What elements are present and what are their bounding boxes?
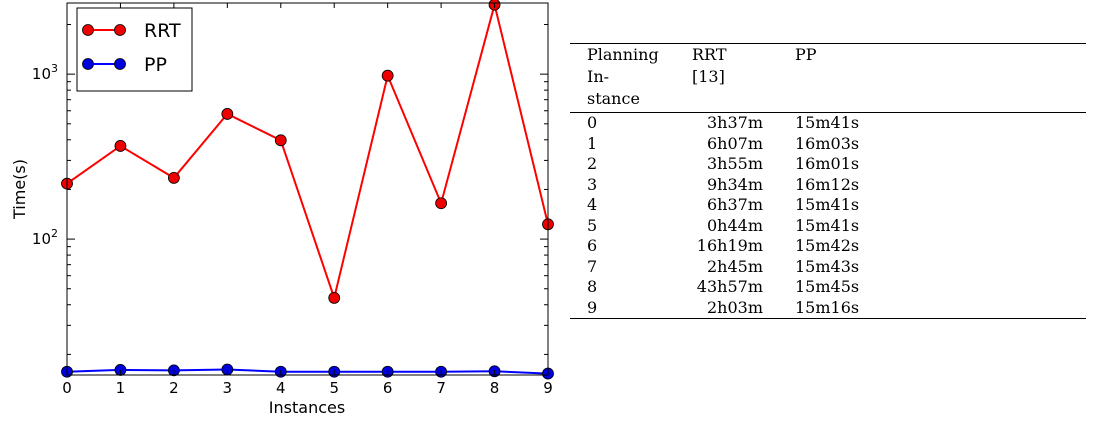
legend-label-pp: PP (144, 54, 167, 76)
table-row: 8 43h57m 15m45s (570, 277, 1086, 298)
legend-marker-rrt (114, 24, 126, 36)
cell-rrt: 6h07m (706, 133, 763, 153)
y-tick-label: 102 (32, 227, 58, 248)
cell-pp: 16m01s (795, 154, 860, 173)
x-tick-label: 3 (223, 379, 233, 397)
header-pp: PP (795, 44, 1086, 113)
cell-rrt: 0h44m (706, 215, 763, 235)
header-line: In- (587, 67, 610, 86)
table-row: 9 2h03m 15m16s (570, 298, 1086, 319)
cell-instance: 4 (587, 195, 598, 214)
cell-rrt: 43h57m (696, 277, 763, 296)
header-line: stance (587, 89, 640, 108)
x-tick-label: 9 (543, 379, 553, 397)
cell-rrt: 3h37m (706, 113, 763, 132)
data-point-rrt (167, 171, 180, 184)
x-tick-label: 7 (436, 379, 446, 397)
x-tick-label: 1 (116, 379, 126, 397)
cell-pp: 15m41s (795, 215, 860, 235)
cell-instance: 7 (587, 256, 598, 276)
legend-marker-rrt (82, 24, 94, 36)
x-tick-label: 0 (62, 379, 72, 397)
data-point-rrt (114, 140, 127, 152)
table-row: 5 0h44m 15m41s (570, 216, 1086, 237)
header-line: Planning (587, 45, 659, 64)
series-line-pp (66, 368, 549, 375)
table-row: 4 6h37m 15m41s (570, 195, 1086, 216)
table-row: 1 6h07m 16m03s (570, 134, 1086, 155)
header-line: [13] (692, 67, 725, 86)
cell-instance: 5 (587, 215, 598, 235)
table-row: 0 3h37m 15m41s (570, 113, 1086, 134)
legend-label-rrt: RRT (144, 20, 181, 42)
legend: RRT PP (76, 7, 193, 92)
header-line: PP (795, 45, 817, 64)
cell-pp: 15m16s (795, 297, 860, 317)
data-point-rrt (328, 292, 341, 304)
table-row: 7 2h45m 15m43s (570, 257, 1086, 278)
cell-instance: 2 (587, 154, 598, 173)
data-point-rrt (381, 69, 394, 82)
y-axis: 102 103 (32, 23, 548, 355)
table-row: 6 16h19m 15m42s (570, 236, 1086, 257)
cell-pp: 15m41s (795, 195, 860, 214)
cell-pp: 15m45s (795, 277, 860, 296)
data-point-rrt (274, 134, 287, 147)
x-tick-label: 5 (329, 379, 339, 397)
cell-instance: 1 (587, 133, 598, 153)
data-point-rrt (435, 197, 448, 210)
x-axis-label: Instances (269, 398, 345, 417)
legend-box (76, 7, 193, 92)
x-tick-label: 2 (169, 379, 179, 397)
x-tick-label: 4 (276, 379, 286, 397)
header-rrt: RRT [13] (692, 44, 795, 113)
cell-rrt: 16h19m (696, 236, 763, 255)
cell-pp: 15m41s (795, 113, 860, 132)
cell-rrt: 2h03m (706, 297, 763, 317)
cell-instance: 0 (587, 113, 598, 132)
table-header-row: Planning In- stance RRT [13] PP (570, 43, 1086, 113)
cell-rrt: 6h37m (706, 195, 763, 214)
cell-instance: 8 (587, 277, 598, 296)
header-line: RRT (692, 45, 727, 64)
results-table: Planning In- stance RRT [13] PP 0 3h37m 15… (570, 43, 1086, 319)
cell-pp: 15m42s (795, 236, 860, 255)
cell-rrt: 9h34m (706, 174, 763, 194)
cell-rrt: 2h45m (706, 256, 763, 276)
header-planning-instance: Planning In- stance (570, 44, 692, 113)
table-body: 0 3h37m 15m41s 1 6h07m 16m03s 2 3h55m 16m01s 3 9h3… (570, 113, 1086, 319)
cell-pp: 16m12s (795, 174, 860, 194)
x-tick-label: 6 (383, 379, 393, 397)
x-axis: 0 1 2 3 4 5 6 7 8 9 (62, 3, 553, 397)
table-row: 2 3h55m 16m01s (570, 154, 1086, 175)
cell-instance: 9 (587, 297, 598, 317)
data-point-rrt (221, 108, 234, 120)
y-axis-label: Time(s) (10, 159, 29, 220)
cell-instance: 6 (587, 236, 598, 255)
time-chart: 0 1 2 3 4 5 6 7 8 9 102 103 Instances Time(s) RRT P… (10, 0, 554, 417)
cell-rrt: 3h55m (706, 154, 763, 173)
series-line-rrt (66, 4, 549, 302)
cell-pp: 16m03s (795, 133, 860, 153)
cell-pp: 15m43s (795, 256, 860, 276)
cell-instance: 3 (587, 174, 598, 194)
table-row: 3 9h34m 16m12s (570, 175, 1086, 196)
results-table-panel: Planning In- stance RRT [13] PP 0 3h37m 15… (570, 43, 1086, 319)
x-tick-label: 8 (490, 379, 500, 397)
legend-marker-pp (82, 58, 94, 70)
legend-marker-pp (114, 58, 126, 70)
y-tick-label: 103 (32, 62, 58, 83)
